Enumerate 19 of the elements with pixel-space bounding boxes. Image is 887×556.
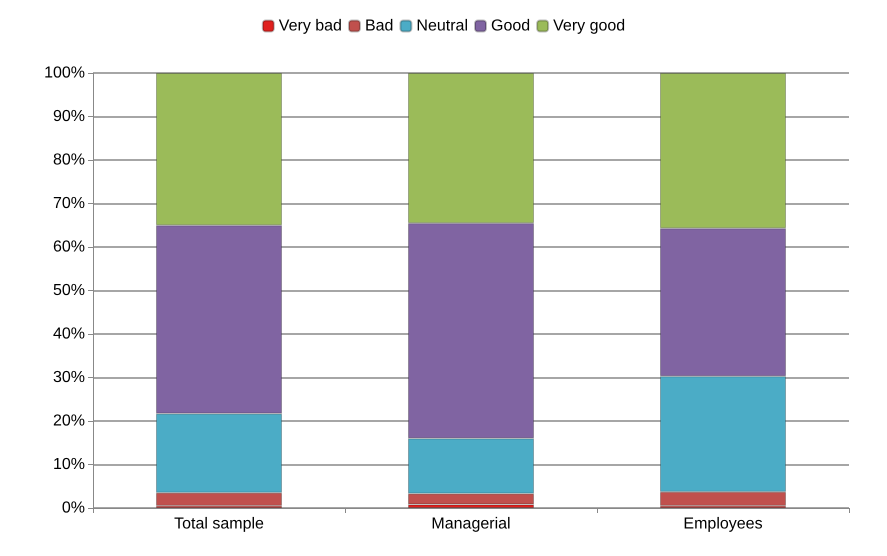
y-tick-label: 60% [52,238,85,256]
x-tick-label: Total sample [174,516,264,532]
y-tick-label: 100% [44,64,85,82]
legend-label: Neutral [416,18,468,34]
y-tick-label: 0% [62,500,85,516]
y-tick-label: 90% [52,108,85,125]
y-tick-label: 70% [52,195,85,212]
legend-label: Very good [553,18,626,34]
legend-label: Bad [364,18,394,34]
y-tick-label: 80% [52,152,85,168]
y-tick-label: 50% [52,282,85,299]
y-tick-label: 10% [52,456,85,473]
y-tick-label: 20% [52,412,85,430]
y-tick-label: 30% [52,369,85,386]
x-tick-label: Managerial [431,516,511,532]
x-tick-label: Employees [683,516,763,532]
legend-label: Very bad [278,18,342,34]
y-tick-label: 40% [52,326,85,342]
legend-label: Good [491,18,530,34]
